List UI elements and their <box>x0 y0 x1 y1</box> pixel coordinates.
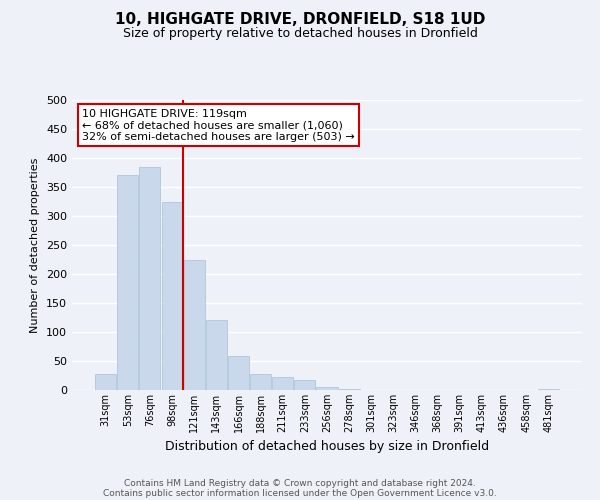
Bar <box>228 356 249 390</box>
Bar <box>118 176 139 390</box>
Bar <box>272 377 293 390</box>
Text: Contains HM Land Registry data © Crown copyright and database right 2024.: Contains HM Land Registry data © Crown c… <box>124 478 476 488</box>
Bar <box>139 166 160 390</box>
Bar <box>250 374 271 390</box>
Y-axis label: Number of detached properties: Number of detached properties <box>31 158 40 332</box>
Bar <box>161 202 182 390</box>
Text: 10, HIGHGATE DRIVE, DRONFIELD, S18 1UD: 10, HIGHGATE DRIVE, DRONFIELD, S18 1UD <box>115 12 485 28</box>
Bar <box>95 374 116 390</box>
Bar <box>295 380 316 390</box>
Text: 10 HIGHGATE DRIVE: 119sqm
← 68% of detached houses are smaller (1,060)
32% of se: 10 HIGHGATE DRIVE: 119sqm ← 68% of detac… <box>82 108 355 142</box>
X-axis label: Distribution of detached houses by size in Dronfield: Distribution of detached houses by size … <box>165 440 489 454</box>
Bar <box>538 389 559 390</box>
Bar <box>184 260 205 390</box>
Text: Size of property relative to detached houses in Dronfield: Size of property relative to detached ho… <box>122 28 478 40</box>
Text: Contains public sector information licensed under the Open Government Licence v3: Contains public sector information licen… <box>103 488 497 498</box>
Bar <box>316 387 338 390</box>
Bar <box>206 320 227 390</box>
